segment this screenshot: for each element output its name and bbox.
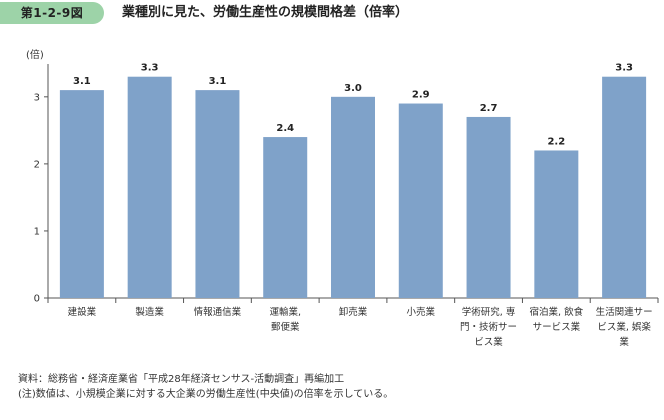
x-tick-label: 生活関連サー: [596, 306, 653, 318]
bar-value-label: 2.9: [412, 90, 430, 101]
chart-bars: [59, 76, 647, 299]
y-tick-label: 2: [34, 159, 40, 170]
x-tick-label: サービス業: [533, 321, 581, 333]
x-tick-label: 卸売業: [339, 306, 368, 318]
x-tick-label: 製造業: [135, 306, 164, 318]
bar: [398, 103, 443, 298]
bar: [466, 116, 511, 298]
x-tick-label: 業: [619, 336, 629, 348]
bar: [534, 150, 579, 298]
bar: [331, 96, 375, 298]
x-tick-label: 小売業: [407, 306, 436, 318]
x-tick-label: 学術研究, 専: [462, 306, 516, 318]
bar-value-label: 2.2: [547, 136, 565, 147]
figure-title: 業種別に見た、労働生産性の規模間格差（倍率）: [122, 5, 409, 20]
bar-value-label: 3.1: [73, 76, 91, 87]
x-tick-label: 情報通信業: [194, 306, 242, 318]
figure-header: 第1-2-9図 業種別に見た、労働生産性の規模間格差（倍率）: [0, 0, 664, 30]
bar: [263, 137, 308, 298]
x-tick-label: ビス業: [474, 336, 503, 348]
figure-number-badge: 第1-2-9図: [0, 2, 104, 24]
footnote: (注)数値は、小規模企業に対する大企業の労働生産性(中央値)の倍率を示している。: [18, 389, 394, 400]
bar: [602, 76, 647, 299]
y-tick-label: 1: [34, 226, 40, 237]
bar: [127, 76, 172, 299]
y-axis-unit-label: (倍): [26, 48, 44, 61]
bar-value-label: 2.7: [480, 103, 498, 114]
x-tick-label: ビス業, 娯楽: [597, 321, 651, 333]
figure-footer: 資料：総務省・経済産業省「平成28年経済センサス‐活動調査」再編加工 (注)数値…: [18, 372, 393, 402]
x-tick-label: 郵便業: [271, 321, 300, 333]
x-tick-label: 運輸業,: [269, 306, 301, 318]
y-tick-label: 0: [34, 294, 40, 305]
bar: [195, 90, 240, 298]
x-tick-label: 門・技術サー: [460, 321, 517, 333]
source-note: 資料：総務省・経済産業省「平成28年経済センサス‐活動調査」再編加工: [18, 374, 345, 385]
x-tick-label: 建設業: [68, 306, 97, 318]
y-tick-label: 3: [34, 92, 40, 103]
bar-value-label: 2.4: [276, 123, 294, 134]
x-tick-label: 宿泊業, 飲食: [530, 306, 584, 318]
chart-labels: 0 1 2 3 3.1 建設業 3.3 製造業 3.1 情報通信業 2.4 運輸業, 郵便業 3.0 卸売業…: [34, 63, 653, 348]
bar-value-label: 3.0: [344, 83, 362, 94]
bar-value-label: 3.1: [209, 76, 227, 87]
bar-value-label: 3.3: [615, 63, 633, 74]
bar-value-label: 3.3: [141, 63, 159, 74]
bar: [59, 90, 104, 298]
